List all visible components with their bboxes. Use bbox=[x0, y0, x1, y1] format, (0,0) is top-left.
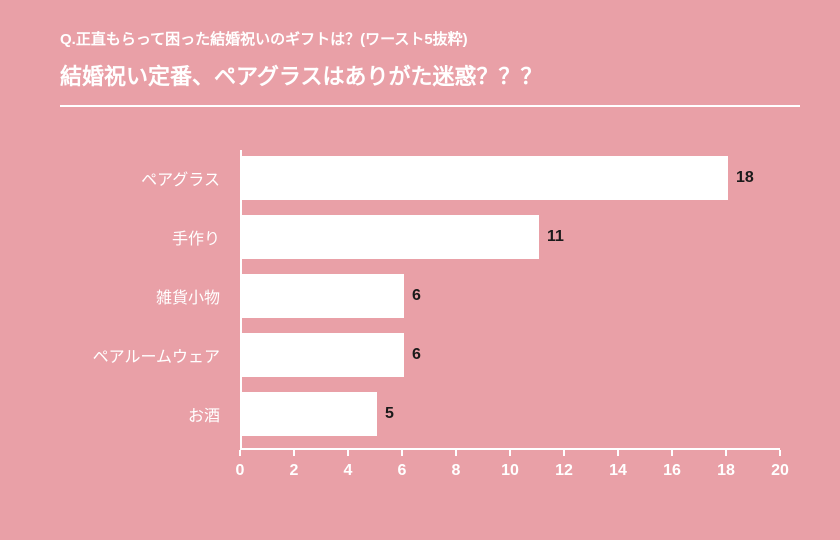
bar: 6 bbox=[242, 333, 404, 377]
x-tick bbox=[455, 450, 457, 456]
x-tick bbox=[725, 450, 727, 456]
bar-value-label: 11 bbox=[539, 228, 564, 246]
x-tick bbox=[563, 450, 565, 456]
x-tick bbox=[509, 450, 511, 456]
bars-container: 1811665 bbox=[240, 150, 780, 450]
category-label: 雑貨小物 bbox=[40, 284, 220, 308]
bar-value-label: 6 bbox=[404, 346, 421, 364]
x-tick-label: 6 bbox=[398, 462, 407, 480]
x-tick bbox=[239, 450, 241, 456]
chart-title: 結婚祝い定番、ペアグラスはありがた迷惑？？？ bbox=[60, 59, 800, 91]
plot-area: 1811665 02468101214161820 bbox=[240, 150, 780, 450]
category-label: お酒 bbox=[40, 402, 220, 426]
bar: 6 bbox=[242, 274, 404, 318]
x-tick bbox=[347, 450, 349, 456]
x-tick bbox=[617, 450, 619, 456]
bar: 11 bbox=[242, 215, 539, 259]
chart-area: 1811665 02468101214161820 ペアグラス手作り雑貨小物ペア… bbox=[60, 150, 780, 500]
x-tick-label: 2 bbox=[290, 462, 299, 480]
x-tick-label: 12 bbox=[555, 462, 573, 480]
x-tick-label: 20 bbox=[771, 462, 789, 480]
chart-header: Q.正直もらって困った結婚祝いのギフトは？(ワースト5抜粋) 結婚祝い定番、ペア… bbox=[60, 28, 800, 107]
x-tick bbox=[401, 450, 403, 456]
x-tick-label: 18 bbox=[717, 462, 735, 480]
category-label: ペアルームウェア bbox=[40, 343, 220, 367]
bar-value-label: 18 bbox=[728, 169, 754, 187]
category-label: ペアグラス bbox=[40, 166, 220, 190]
x-tick bbox=[293, 450, 295, 456]
chart-subtitle: Q.正直もらって困った結婚祝いのギフトは？(ワースト5抜粋) bbox=[60, 28, 800, 49]
x-tick-label: 4 bbox=[344, 462, 353, 480]
x-tick bbox=[779, 450, 781, 456]
header-divider bbox=[60, 105, 800, 107]
bar-value-label: 6 bbox=[404, 287, 421, 305]
x-tick-label: 14 bbox=[609, 462, 627, 480]
x-tick bbox=[671, 450, 673, 456]
x-tick-label: 0 bbox=[236, 462, 245, 480]
x-tick-label: 16 bbox=[663, 462, 681, 480]
category-label: 手作り bbox=[40, 225, 220, 249]
bar-value-label: 5 bbox=[377, 405, 394, 423]
bar: 5 bbox=[242, 392, 377, 436]
x-tick-label: 10 bbox=[501, 462, 519, 480]
bar: 18 bbox=[242, 156, 728, 200]
x-tick-label: 8 bbox=[452, 462, 461, 480]
